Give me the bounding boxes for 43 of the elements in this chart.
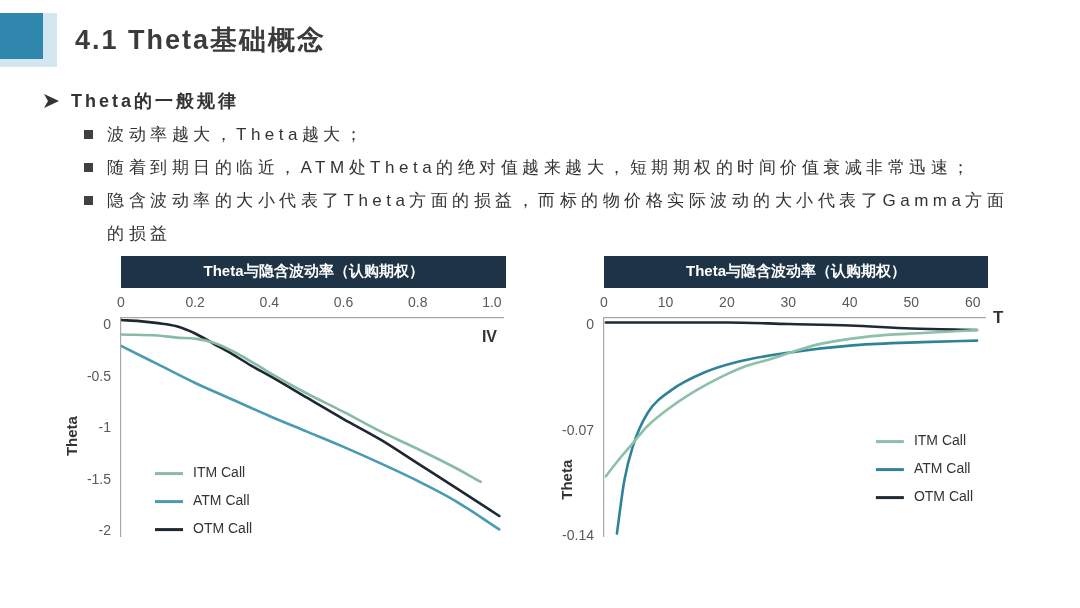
x-tick-label: 1.0	[482, 294, 502, 311]
y-axis-title: Theta	[63, 415, 81, 457]
legend-label: OTM Call	[913, 488, 974, 505]
x-tick-label: 0.8	[407, 294, 428, 311]
line-series	[121, 333, 483, 484]
y-tick-label: -1.5	[86, 470, 112, 487]
line-series	[121, 318, 501, 518]
x-tick-label: 0.4	[259, 294, 280, 311]
x-tick-label: 0	[600, 294, 609, 311]
legend-label: ATM Call	[913, 460, 971, 477]
x-tick-label: 20	[719, 294, 735, 311]
legend-label: ITM Call	[193, 464, 246, 481]
text: 4.1 Theta基础概念	[75, 24, 327, 56]
y-tick-label: -1	[98, 419, 112, 436]
x-tick-label: 50	[903, 294, 920, 311]
line-series	[121, 344, 501, 531]
x-tick-label: 40	[842, 294, 858, 311]
chart-title: Theta与隐含波动率（认购期权）	[685, 262, 907, 280]
y-axis-title: Theta	[558, 459, 576, 500]
x-tick-label: 60	[964, 294, 981, 311]
legend-label: ATM Call	[193, 492, 250, 509]
x-tick-label: 0.2	[185, 294, 206, 311]
line-series	[615, 339, 979, 535]
text: 隐含波动率的大小代表了Theta方面的损益，而标的物价格实际波动的大小代表了Gamma方面的损益	[107, 191, 1009, 243]
text: 波动率越大，Theta越大；	[107, 125, 367, 144]
y-tick-label: -2	[98, 522, 112, 539]
legend-label: OTM Call	[193, 520, 253, 537]
x-tick-label: 30	[780, 294, 797, 311]
y-tick-label: 0	[103, 316, 112, 333]
x-tick-label: 10	[657, 294, 674, 311]
x-axis-title: T	[993, 307, 1004, 327]
x-tick-label: 0.6	[333, 294, 354, 311]
y-tick-label: -0.5	[86, 367, 112, 384]
x-tick-label: 0	[117, 294, 126, 311]
y-tick-label: -0.14	[562, 527, 595, 544]
y-tick-label: -0.07	[562, 421, 595, 438]
y-tick-label: 0	[586, 316, 595, 333]
text: 随着到期日的临近，ATM处Theta的绝对值越来越大，短期期权的时间价值衰减非常迅速；	[107, 158, 974, 177]
text: Theta的一般规律	[71, 90, 240, 113]
chart-title: Theta与隐含波动率（认购期权）	[203, 262, 424, 280]
line-series	[604, 328, 979, 478]
legend-label: ITM Call	[913, 432, 967, 449]
x-axis-title: IV	[481, 328, 498, 346]
